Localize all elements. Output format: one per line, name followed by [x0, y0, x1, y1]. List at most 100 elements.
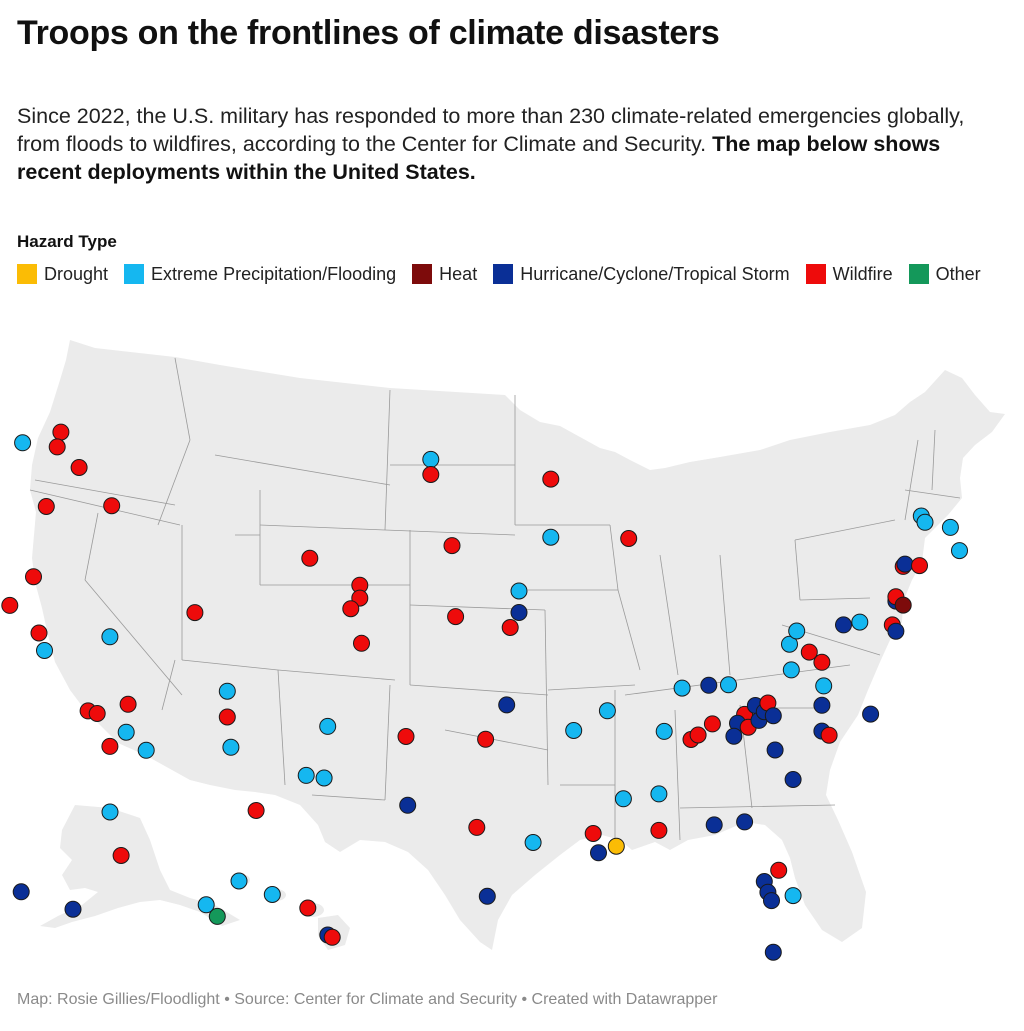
deployment-marker-wildfire[interactable] — [800, 643, 818, 661]
deployment-marker-flood[interactable] — [263, 886, 281, 903]
deployment-marker-flood[interactable] — [598, 702, 616, 720]
deployment-marker-hurricane[interactable] — [764, 707, 782, 725]
deployment-marker-wildfire[interactable] — [650, 821, 668, 839]
deployment-marker-wildfire[interactable] — [101, 737, 119, 755]
legend-item-drought[interactable]: Drought — [17, 262, 108, 286]
deployment-marker-hurricane[interactable] — [862, 705, 880, 723]
deployment-marker-wildfire[interactable] — [88, 705, 106, 722]
deployment-marker-flood[interactable] — [941, 518, 959, 536]
deployment-marker-flood[interactable] — [101, 803, 119, 821]
deployment-marker-flood[interactable] — [542, 528, 560, 546]
deployment-marker-wildfire[interactable] — [48, 438, 66, 456]
deployment-marker-hurricane[interactable] — [813, 696, 831, 714]
deployment-marker-hurricane[interactable] — [764, 943, 782, 961]
deployment-marker-wildfire[interactable] — [323, 928, 341, 946]
legend-item-other[interactable]: Other — [908, 262, 981, 286]
deployment-marker-wildfire[interactable] — [37, 498, 55, 515]
deployment-marker-wildfire[interactable] — [353, 634, 370, 652]
deployment-marker-flood[interactable] — [815, 677, 833, 695]
deployment-marker-other[interactable] — [208, 907, 226, 925]
legend-item-flood[interactable]: Extreme Precipitation/Flooding — [124, 262, 396, 286]
deployment-marker-wildfire[interactable] — [501, 619, 519, 636]
deployment-marker-wildfire[interactable] — [443, 537, 461, 555]
deployment-marker-wildfire[interactable] — [218, 708, 236, 726]
deployment-marker-flood[interactable] — [784, 887, 802, 905]
deployment-marker-wildfire[interactable] — [468, 818, 486, 836]
deployment-marker-hurricane[interactable] — [64, 900, 82, 918]
deployment-marker-flood[interactable] — [720, 676, 737, 694]
deployment-marker-wildfire[interactable] — [447, 608, 465, 626]
deployment-marker-hurricane[interactable] — [590, 844, 607, 862]
deployment-marker-hurricane[interactable] — [763, 892, 780, 910]
deployment-marker-hurricane[interactable] — [766, 741, 784, 759]
legend-item-hurricane[interactable]: Hurricane/Cyclone/Tropical Storm — [493, 262, 790, 286]
deployment-marker-hurricane[interactable] — [887, 622, 905, 640]
deployment-marker-wildfire[interactable] — [301, 549, 319, 567]
deployment-marker-hurricane[interactable] — [835, 616, 852, 634]
deployment-marker-flood[interactable] — [222, 738, 240, 756]
deployment-marker-hurricane[interactable] — [784, 771, 802, 788]
deployment-marker-flood[interactable] — [781, 635, 798, 653]
deployment-marker-flood[interactable] — [565, 722, 583, 739]
deployment-marker-flood[interactable] — [510, 582, 528, 600]
deployment-marker-wildfire[interactable] — [25, 568, 42, 586]
deployment-marker-hurricane[interactable] — [478, 887, 496, 905]
deployment-marker-hurricane[interactable] — [896, 555, 914, 573]
deployment-marker-flood[interactable] — [788, 622, 806, 640]
deployment-marker-flood[interactable] — [101, 628, 119, 646]
deployment-marker-wildfire[interactable] — [397, 728, 415, 745]
deployment-marker-hurricane[interactable] — [705, 816, 723, 834]
deployment-marker-hurricane[interactable] — [700, 676, 718, 694]
deployment-marker-drought[interactable] — [607, 837, 625, 855]
deployment-marker-wildfire[interactable] — [620, 530, 638, 547]
deployment-marker-wildfire[interactable] — [1, 596, 19, 614]
deployment-marker-flood[interactable] — [782, 661, 800, 679]
deployment-marker-flood[interactable] — [36, 642, 53, 659]
deployment-marker-wildfire[interactable] — [30, 624, 48, 642]
deployment-marker-wildfire[interactable] — [247, 802, 265, 819]
deployment-marker-flood[interactable] — [117, 723, 135, 741]
deployment-marker-wildfire[interactable] — [820, 726, 838, 744]
deployment-marker-wildfire[interactable] — [770, 861, 788, 879]
deployment-marker-wildfire[interactable] — [52, 423, 70, 441]
deployment-marker-flood[interactable] — [524, 834, 542, 851]
deployment-marker-wildfire[interactable] — [542, 470, 560, 488]
deployment-marker-wildfire[interactable] — [813, 653, 831, 671]
deployment-marker-hurricane[interactable] — [498, 696, 516, 714]
deployment-marker-flood[interactable] — [319, 717, 337, 735]
deployment-marker-flood[interactable] — [422, 450, 440, 468]
deployment-marker-flood[interactable] — [916, 513, 934, 531]
deployment-marker-flood[interactable] — [655, 722, 673, 740]
deployment-marker-flood[interactable] — [614, 790, 632, 808]
deployment-marker-wildfire[interactable] — [911, 557, 928, 575]
deployment-marker-flood[interactable] — [197, 896, 215, 914]
deployment-marker-wildfire[interactable] — [703, 715, 721, 733]
deployment-marker-wildfire[interactable] — [477, 730, 495, 748]
deployment-marker-wildfire[interactable] — [103, 497, 121, 515]
deployment-marker-flood[interactable] — [230, 872, 248, 890]
deployment-marker-flood[interactable] — [650, 785, 668, 803]
deployment-marker-flood[interactable] — [951, 542, 968, 560]
deployment-marker-heat[interactable] — [894, 596, 912, 614]
deployment-marker-hurricane[interactable] — [399, 796, 417, 814]
deployment-marker-flood[interactable] — [297, 766, 315, 784]
deployment-marker-flood[interactable] — [851, 613, 869, 631]
deployment-marker-hurricane[interactable] — [12, 883, 30, 901]
deployment-marker-wildfire[interactable] — [342, 600, 360, 618]
deployment-marker-wildfire[interactable] — [584, 825, 602, 842]
deployment-marker-wildfire[interactable] — [689, 726, 707, 744]
legend-item-wildfire[interactable]: Wildfire — [805, 262, 893, 286]
deployment-marker-wildfire[interactable] — [112, 847, 130, 864]
deployment-marker-wildfire[interactable] — [70, 459, 88, 476]
deployment-marker-wildfire[interactable] — [119, 695, 137, 713]
deployment-marker-flood[interactable] — [315, 769, 333, 787]
deployment-marker-wildfire[interactable] — [299, 899, 317, 917]
deployment-marker-wildfire[interactable] — [422, 466, 440, 483]
deployment-marker-flood[interactable] — [673, 679, 691, 697]
deployment-marker-flood[interactable] — [137, 741, 155, 759]
deployment-marker-flood[interactable] — [14, 434, 32, 452]
deployment-marker-flood[interactable] — [218, 682, 236, 700]
legend-item-heat[interactable]: Heat — [412, 262, 477, 286]
deployment-marker-hurricane[interactable] — [736, 813, 754, 831]
deployment-marker-hurricane[interactable] — [510, 604, 528, 621]
